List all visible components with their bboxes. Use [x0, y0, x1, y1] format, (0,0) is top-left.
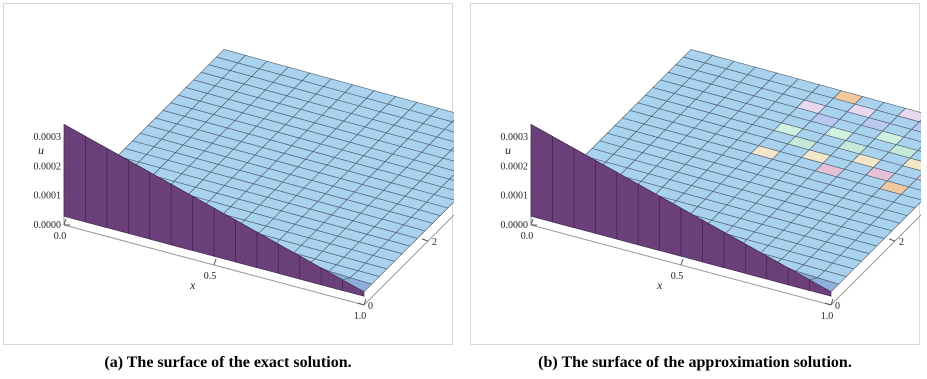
z-axis-label: u	[505, 143, 511, 157]
caption-exact: (a) The surface of the exact solution.	[104, 354, 352, 371]
underside-cell	[552, 135, 575, 229]
z-axis-label: u	[38, 143, 44, 157]
underside-cell	[149, 171, 172, 246]
t-tick-label: 0	[368, 301, 373, 312]
x-tick-label: 0.0	[54, 231, 67, 242]
underside-cell	[530, 123, 553, 223]
underside-cell	[106, 147, 129, 234]
u-tick-label: 0.0003	[34, 132, 62, 143]
underside-cell	[573, 147, 596, 234]
underside-cell	[616, 171, 639, 246]
x-tick-label: 1.0	[821, 311, 834, 322]
u-tick-label: 0.0001	[34, 191, 62, 202]
x-axis-label: x	[656, 278, 663, 292]
u-tick-label: 0.0000	[501, 220, 529, 231]
surface-underside	[530, 123, 832, 297]
t-tick-label: 0	[835, 301, 840, 312]
u-tick-label: 0.0003	[501, 132, 529, 143]
surface-underside	[63, 123, 365, 297]
u-tick-label: 0.0002	[34, 161, 62, 172]
x-tick-label: 0.5	[204, 271, 217, 282]
underside-cell	[85, 135, 108, 229]
underside-cell	[63, 123, 86, 223]
x-tick-label: 1.0	[354, 311, 367, 322]
caption-approximation: (b) The surface of the approximation sol…	[538, 354, 852, 371]
underside-cell	[637, 183, 660, 251]
x-tick-label: 0.5	[671, 271, 684, 282]
x-tick-label: 0.0	[521, 231, 534, 242]
x-axis-label: x	[189, 278, 196, 292]
t-tick-label: 2	[899, 237, 904, 248]
t-tick-label: 2	[432, 237, 437, 248]
underside-cell	[594, 159, 618, 240]
underside-cell	[127, 159, 151, 240]
underside-cell	[170, 183, 193, 251]
u-tick-label: 0.0000	[34, 220, 62, 231]
u-tick-label: 0.0002	[501, 161, 529, 172]
u-tick-label: 0.0001	[501, 191, 529, 202]
